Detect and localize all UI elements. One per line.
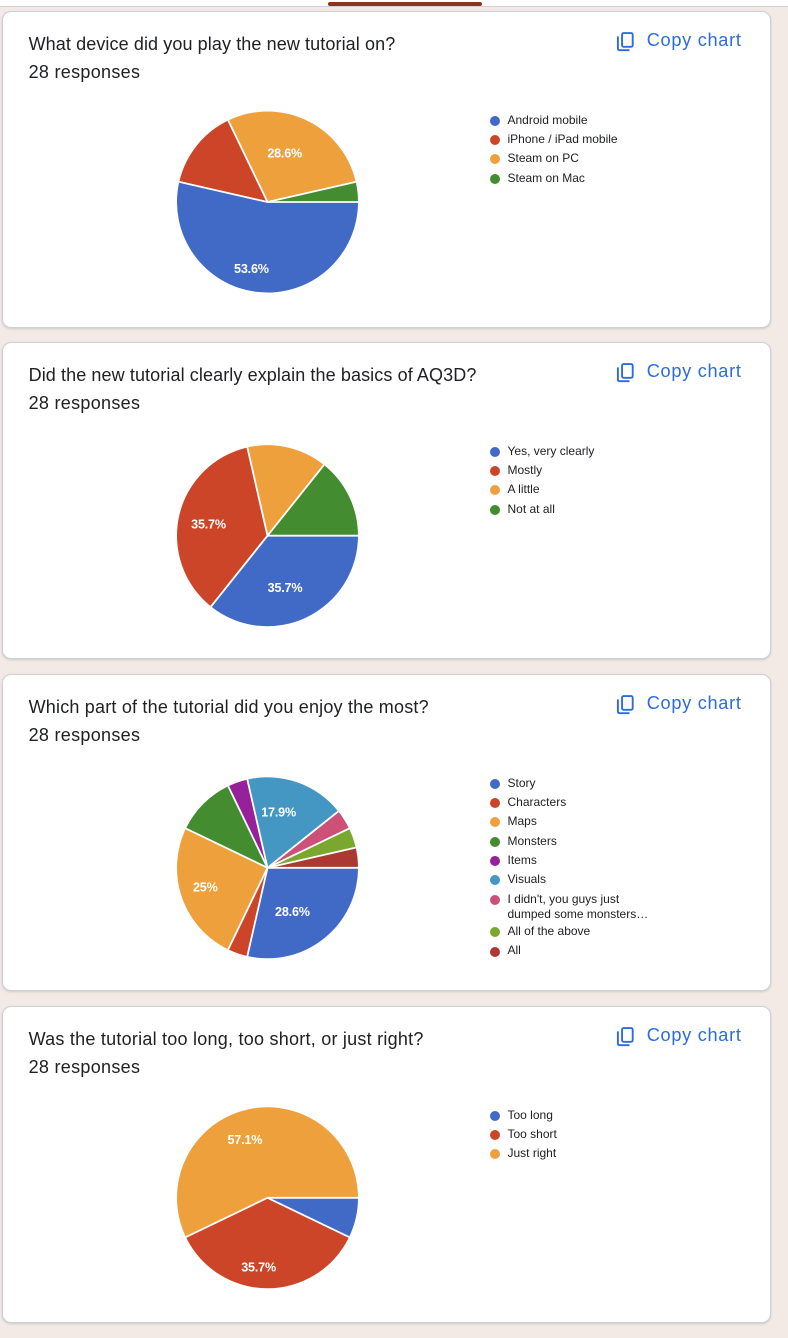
- svg-text:35.7%: 35.7%: [191, 518, 226, 532]
- svg-text:25%: 25%: [193, 881, 218, 895]
- svg-text:35.7%: 35.7%: [268, 581, 303, 595]
- svg-text:35.7%: 35.7%: [241, 1261, 276, 1275]
- svg-text:17.9%: 17.9%: [261, 806, 296, 820]
- svg-text:28.6%: 28.6%: [275, 905, 310, 919]
- svg-text:28.6%: 28.6%: [267, 147, 302, 161]
- svg-text:53.6%: 53.6%: [234, 262, 269, 276]
- svg-text:57.1%: 57.1%: [228, 1133, 263, 1147]
